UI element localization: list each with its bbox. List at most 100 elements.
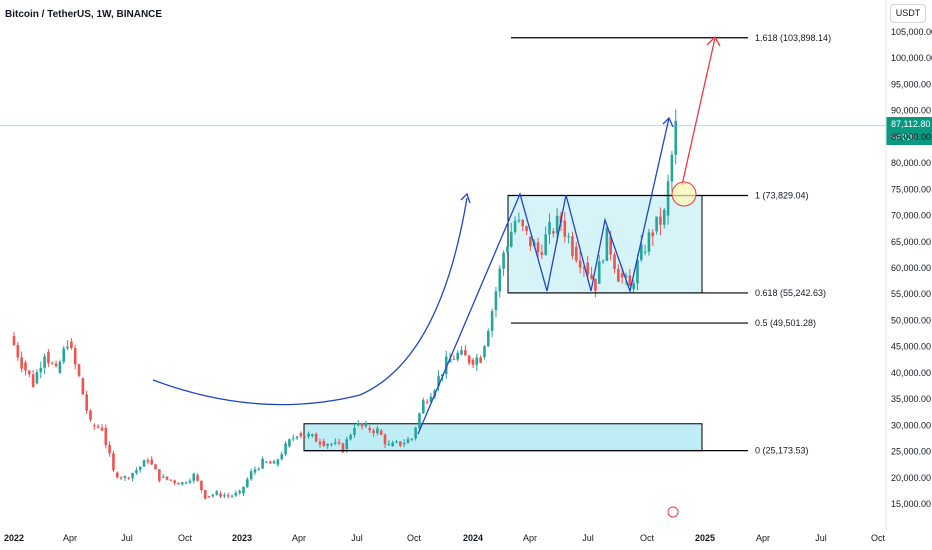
- candle-body: [353, 428, 356, 435]
- candle-body: [188, 480, 192, 483]
- candle-body: [288, 439, 291, 447]
- candle-body: [517, 219, 521, 221]
- fib-level-label: 1.618 (103,898.14): [755, 33, 831, 43]
- candle-body: [425, 401, 429, 403]
- candle-body: [345, 439, 349, 449]
- candle-body: [548, 222, 551, 235]
- candle-body: [406, 439, 410, 444]
- y-tick-label: 55,000.00: [891, 289, 931, 299]
- y-tick-label: 50,000.00: [891, 315, 931, 325]
- candle-body: [502, 252, 505, 269]
- candle-body: [421, 400, 425, 414]
- candle-body: [674, 120, 678, 155]
- candle-body: [479, 357, 482, 363]
- candle-body: [659, 216, 662, 225]
- x-tick-label: Apr: [756, 533, 770, 543]
- candle-body: [31, 374, 35, 387]
- x-tick-label: Apr: [63, 533, 77, 543]
- curved-projection-arrow: [152, 197, 468, 406]
- candle-body: [525, 226, 528, 231]
- candle-body: [284, 443, 287, 455]
- candle-body: [73, 348, 77, 365]
- candle-body: [513, 220, 517, 233]
- candle-body: [636, 259, 639, 284]
- candle-body: [590, 274, 593, 279]
- candle-body: [181, 482, 184, 485]
- candle-body: [66, 346, 69, 349]
- candle-body: [334, 442, 337, 444]
- chart-title: Bitcoin / TetherUS, 1W, BINANCE: [5, 9, 163, 20]
- candle-body: [567, 236, 570, 238]
- candle-body: [586, 262, 590, 275]
- candle-body: [154, 464, 157, 470]
- candle-body: [96, 426, 100, 428]
- candle-body: [364, 423, 368, 427]
- candle-body: [391, 442, 394, 447]
- candle-body: [158, 469, 161, 481]
- x-tick-label: Oct: [407, 533, 422, 543]
- candle-body: [574, 247, 578, 261]
- candle-body: [578, 260, 582, 268]
- retest-circle: [671, 181, 697, 207]
- candle-body: [410, 438, 414, 440]
- y-tick-label: 90,000.00: [891, 106, 931, 116]
- y-tick-label: 70,000.00: [891, 211, 931, 221]
- y-tick-label: 80,000.00: [891, 158, 931, 168]
- candle-body: [395, 441, 398, 443]
- candle-body: [471, 359, 475, 365]
- y-tick-label: 100,000.00: [891, 53, 932, 63]
- candle-body: [77, 364, 81, 376]
- candle-body: [62, 348, 66, 362]
- candle-body: [127, 477, 131, 479]
- candle-body: [414, 427, 417, 439]
- candle-body: [597, 261, 601, 284]
- candle-body: [640, 244, 643, 260]
- candle-body: [219, 493, 222, 497]
- candle-body: [529, 236, 532, 247]
- candle-body: [223, 495, 226, 497]
- candle-body: [249, 471, 253, 480]
- candle-body: [509, 232, 513, 247]
- candle-body: [314, 434, 318, 442]
- candle-body: [368, 427, 372, 431]
- candle-body: [192, 473, 196, 481]
- candle-body: [666, 181, 670, 216]
- candle-body: [475, 357, 479, 365]
- candle-body: [429, 396, 433, 402]
- candle-body: [437, 376, 440, 386]
- candle-body: [123, 476, 127, 478]
- candle-body: [196, 475, 199, 481]
- candle-body: [337, 442, 341, 444]
- y-tick-label: 20,000.00: [891, 473, 931, 483]
- candle-body: [211, 494, 215, 497]
- candle-body: [20, 357, 23, 369]
- candle-body: [28, 370, 31, 375]
- candle-body: [617, 268, 620, 282]
- candle-body: [670, 154, 674, 182]
- candle-body: [200, 480, 203, 491]
- candle-body: [582, 267, 586, 269]
- event-icon: [667, 506, 679, 518]
- candle-body: [89, 410, 92, 420]
- candle-body: [146, 460, 150, 462]
- candle-body: [173, 480, 176, 483]
- y-tick-label: 15,000.00: [891, 499, 931, 509]
- target-projection-arrow: [681, 37, 716, 186]
- y-tick-label: 35,000.00: [891, 394, 931, 404]
- x-tick-label: Apr: [523, 533, 537, 543]
- candle-body: [119, 477, 123, 479]
- candle-body: [70, 341, 73, 349]
- candle-body: [81, 378, 85, 395]
- candle-body: [452, 358, 456, 360]
- candle-body: [544, 234, 547, 255]
- x-tick-label: Oct: [178, 533, 193, 543]
- candle-body: [303, 436, 306, 438]
- candle-body: [93, 425, 96, 427]
- candle-body: [272, 461, 276, 464]
- candle-body: [295, 436, 299, 439]
- candle-body: [498, 268, 502, 292]
- fib-level-label: 0 (25,173.53): [755, 446, 809, 456]
- candle-body: [169, 479, 173, 481]
- currency-button[interactable]: USDT: [890, 4, 926, 23]
